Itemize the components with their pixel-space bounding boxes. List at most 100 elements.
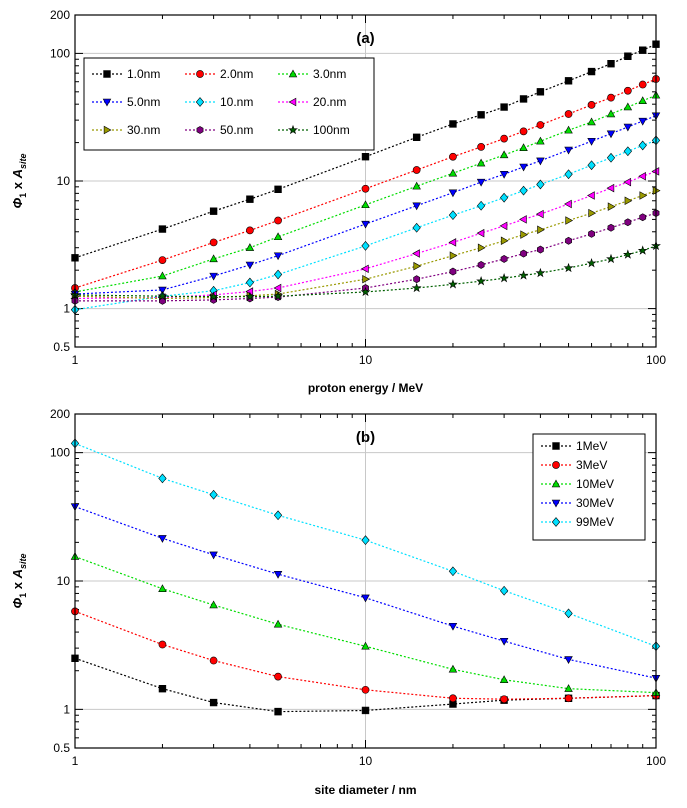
data-point [638,140,647,151]
data-point [624,52,632,60]
x-axis-label: proton energy / MeV [308,381,423,395]
data-point [158,584,167,592]
data-point [499,585,509,596]
data-point [499,192,509,203]
data-point [477,260,485,269]
legend-label: 1MeV [576,439,607,453]
series-line [74,442,657,647]
data-point [476,178,486,187]
data-point [158,271,167,280]
legend-entry-4: 99MeV [541,515,614,529]
y-label-sub2: site [18,553,28,569]
legend-entry-1: 2.0nm [185,67,253,81]
data-point [564,125,573,134]
legend-marker [551,499,561,508]
x-axis-label: site diameter / nm [314,783,416,797]
series-line [74,657,657,713]
data-point [564,169,573,180]
data-point [361,200,370,209]
data-point [536,121,545,129]
data-point [158,256,167,264]
data-point [158,684,167,693]
data-point [564,608,573,619]
data-point [476,200,486,211]
data-point [519,185,528,196]
data-point [361,641,370,650]
data-point [449,152,457,161]
data-point [499,150,509,159]
data-point [361,241,370,251]
legend-label: 3MeV [576,458,607,472]
data-point [587,138,596,146]
data-point [209,489,218,500]
data-point [245,261,255,270]
y-tick-label: 200 [50,8,70,22]
data-point [360,264,369,274]
data-point [586,258,597,268]
data-point [209,238,218,247]
legend-marker [288,69,298,78]
data-point [273,252,283,261]
data-point [499,171,509,179]
series-0 [71,40,660,262]
data-point [273,232,283,241]
data-point [499,273,510,283]
data-point [500,695,508,704]
data-point [638,96,647,105]
data-point [607,223,615,232]
data-point [158,640,167,649]
data-point [411,282,422,293]
series-line [74,170,657,300]
data-point [273,510,283,521]
data-point [535,209,544,219]
data-point [477,111,485,119]
legend-marker [552,461,560,469]
panel-label: (b) [356,429,375,446]
data-point [607,202,616,211]
data-point [606,253,616,264]
legend: 1.0nm 2.0nm 3.0nm 5.0nm 10.nm 20.nm 30.nm 50.nm… [83,57,375,151]
data-point [519,95,528,103]
data-point [157,291,168,301]
data-point [519,127,528,136]
data-point [246,195,254,203]
data-point [637,245,648,255]
y-label-phi: Φ [10,598,25,609]
data-point [209,551,218,560]
y-tick-label: 10 [57,174,71,188]
plot-frame [74,413,657,749]
data-point [361,220,370,229]
x-tick-label: 10 [359,754,373,768]
data-point [565,216,574,225]
data-point [537,245,544,254]
data-point [209,656,218,665]
data-point [623,146,632,157]
data-point [536,157,545,166]
y-tick-label: 200 [50,407,70,421]
legend-entry-0: 1.0nm [92,67,160,81]
legend-label: 99MeV [576,515,614,529]
legend-label: 30.nm [127,123,160,137]
data-point [274,216,282,225]
data-point [449,120,457,128]
data-point [587,117,596,126]
data-point [273,269,283,280]
data-point [476,158,486,167]
data-point [362,274,371,284]
data-point [361,685,370,694]
data-point [607,93,615,102]
data-point [623,86,632,95]
series-line [75,212,657,302]
y-axis-label: Φ1 x Asite [10,553,28,608]
data-point [361,184,370,193]
data-point [413,261,422,271]
series-4 [70,135,661,315]
legend-entry-4: 10.nm [185,95,253,109]
legend-label: 30MeV [576,496,614,510]
data-point [412,166,421,174]
data-point [607,60,615,68]
data-point [158,225,167,233]
legend-entry-2: 10MeV [541,477,614,491]
data-point [520,249,527,258]
data-point [361,706,370,715]
